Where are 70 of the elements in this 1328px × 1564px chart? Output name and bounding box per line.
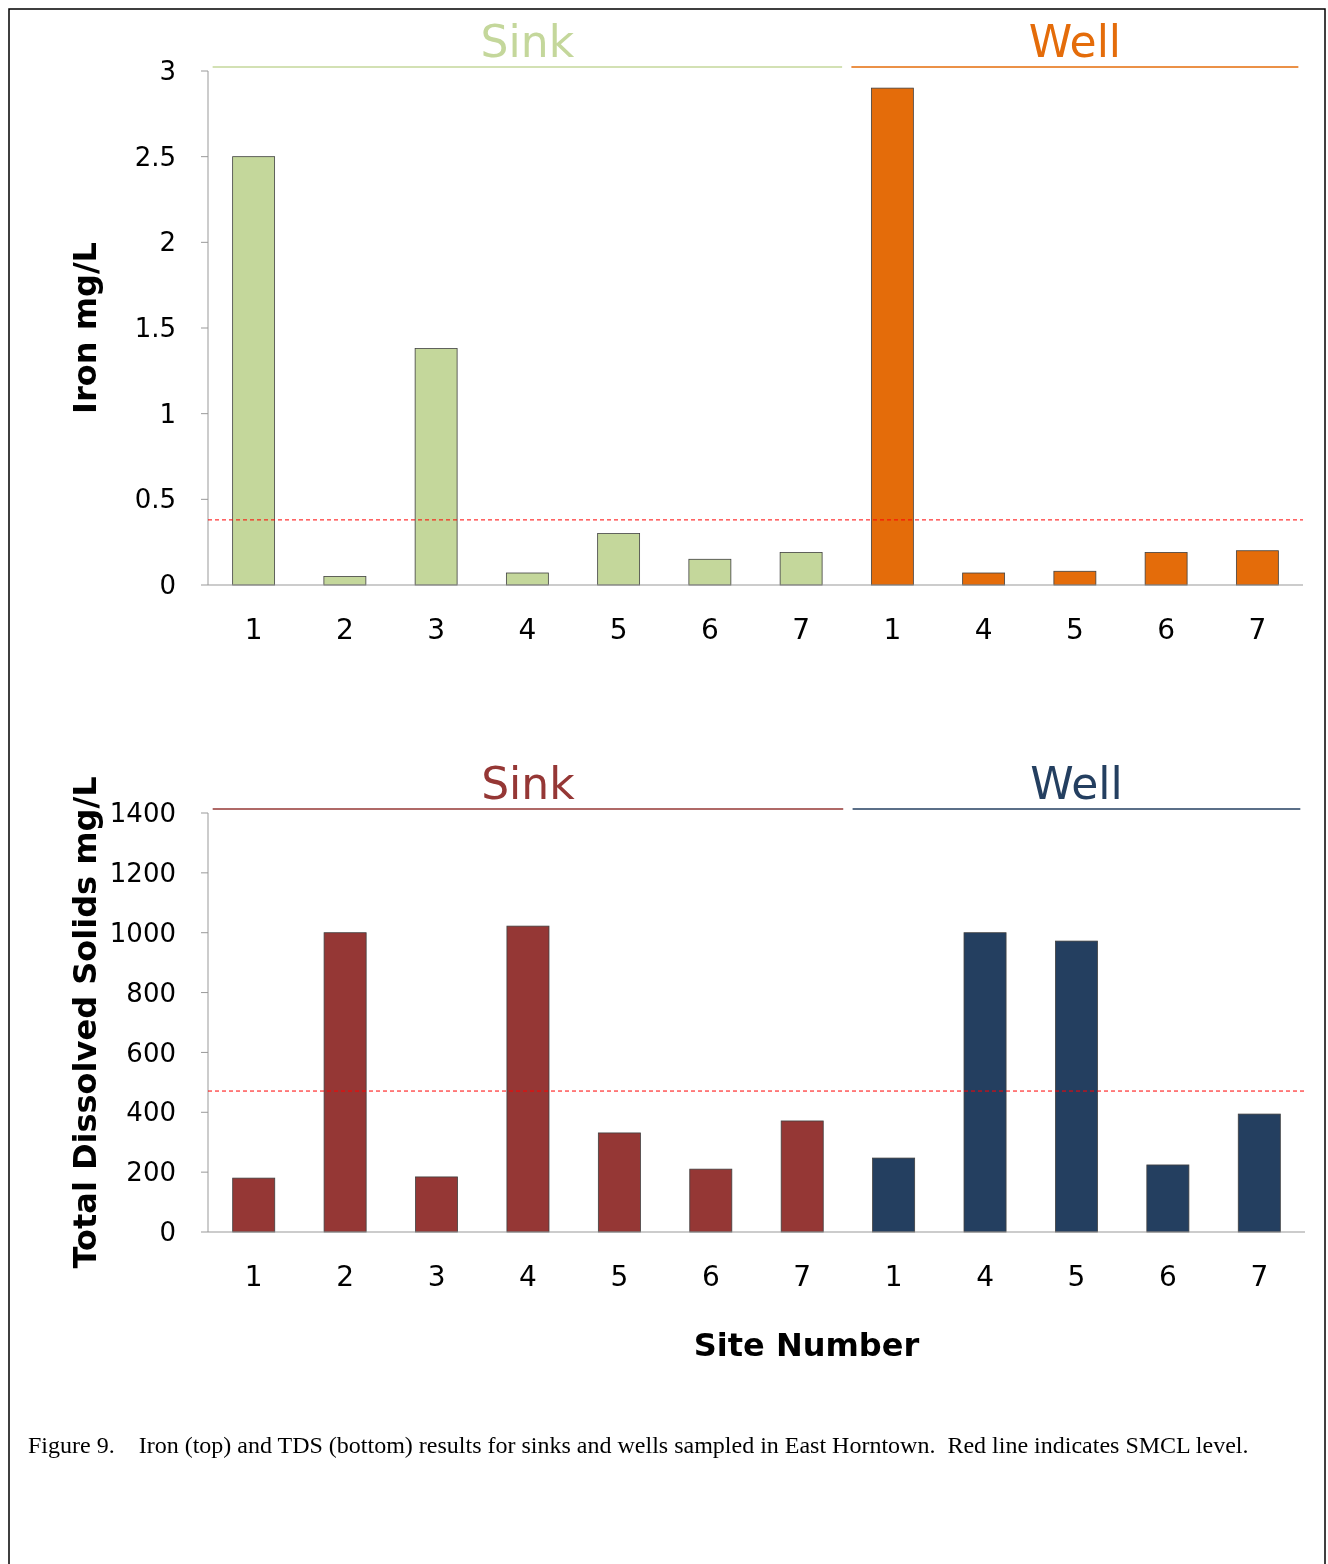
x-tick-label: 6 [700, 613, 719, 646]
y-tick-label: 2.5 [134, 141, 176, 172]
y-axis-title: Iron mg/L [66, 242, 104, 414]
x-tick-label: 5 [1065, 613, 1084, 646]
x-axis-title: Site Number [693, 1326, 920, 1364]
text: Well [1028, 16, 1122, 67]
y-tick-label: 3 [159, 56, 176, 87]
x-tick-label: 7 [793, 1260, 812, 1293]
bar [1055, 940, 1098, 1233]
y-tick-label: 200 [126, 1157, 176, 1188]
x-tick-label: 4 [518, 613, 537, 646]
y-tick-label: 1200 [109, 857, 176, 888]
y-tick-label: 0 [159, 1217, 176, 1248]
x-tick-label: 6 [1158, 1260, 1177, 1293]
bar [506, 925, 550, 1233]
y-axis-title: Total Dissolved Solids mg/L [66, 776, 104, 1269]
x-tick-label: 7 [792, 613, 811, 646]
bar [414, 348, 458, 586]
x-tick-label: 7 [1250, 1260, 1269, 1293]
bar [963, 932, 1007, 1233]
bar [872, 1157, 916, 1233]
bar [597, 533, 641, 586]
x-tick-label: 3 [427, 613, 446, 646]
x-tick-label: 3 [427, 1260, 446, 1293]
bar [597, 1132, 641, 1233]
text: Sink [481, 758, 576, 809]
x-tick-label: 1 [244, 1260, 263, 1293]
bar [1235, 550, 1279, 586]
bar [1237, 1113, 1281, 1233]
y-tick-label: 1000 [109, 917, 176, 948]
x-tick-label: 1 [244, 613, 263, 646]
y-tick-label: 0 [159, 570, 176, 601]
x-tick-label: 5 [609, 613, 628, 646]
x-tick-label: 5 [1067, 1260, 1086, 1293]
x-tick-label: 5 [610, 1260, 629, 1293]
bar [780, 1120, 824, 1233]
text: Sink [480, 16, 575, 67]
bar [415, 1176, 458, 1233]
bar [688, 558, 732, 586]
bar [779, 552, 823, 586]
bar [232, 1177, 276, 1233]
bar [323, 932, 367, 1233]
x-tick-label: 4 [974, 613, 993, 646]
x-tick-label: 4 [519, 1260, 537, 1293]
y-tick-label: 600 [126, 1037, 176, 1068]
bar [870, 87, 914, 586]
y-tick-label: 1 [159, 398, 176, 429]
x-tick-label: 1 [883, 613, 902, 646]
bar [505, 572, 549, 586]
bar [1144, 552, 1188, 586]
x-tick-label: 1 [884, 1260, 903, 1293]
y-tick-label: 1400 [109, 798, 176, 829]
y-tick-label: 1.5 [134, 313, 176, 344]
x-tick-label: 7 [1248, 613, 1267, 646]
text: Well [1030, 758, 1123, 809]
bar [232, 156, 276, 586]
y-tick-label: 2 [159, 227, 176, 258]
bar [1053, 570, 1097, 586]
caption: Figure 9. Iron (top) and TDS (bottom) results for sinks and wells sampled in East Horntown. Red line indicates SMCL level. [28, 1431, 1250, 1460]
bar [962, 572, 1006, 586]
x-tick-label: 2 [335, 613, 354, 646]
x-tick-label: 4 [976, 1260, 994, 1293]
y-tick-label: 800 [126, 977, 176, 1008]
bar [689, 1168, 733, 1233]
x-tick-label: 2 [336, 1260, 355, 1293]
x-tick-label: 6 [1157, 613, 1176, 646]
x-tick-label: 6 [701, 1260, 720, 1293]
y-tick-label: 0.5 [134, 484, 176, 515]
bar [1146, 1164, 1190, 1233]
y-tick-label: 400 [126, 1097, 176, 1128]
